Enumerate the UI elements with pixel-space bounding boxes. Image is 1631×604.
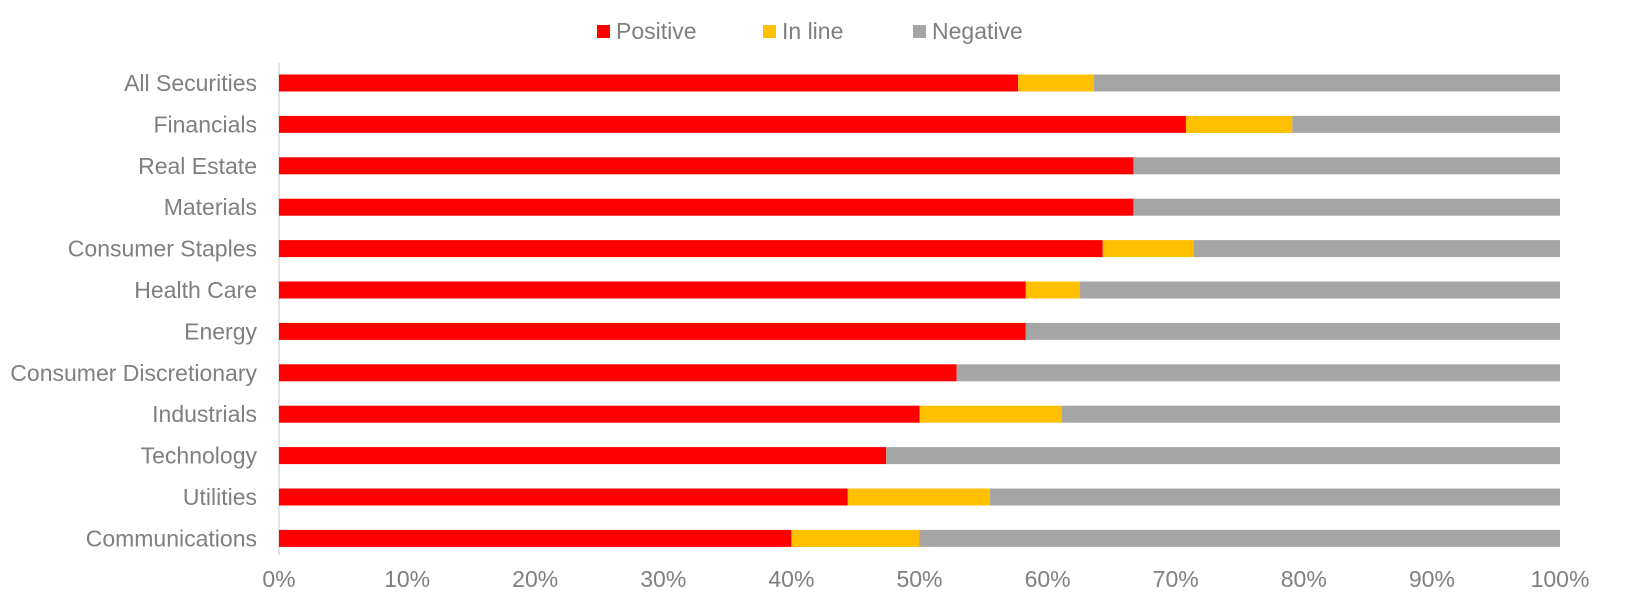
category-label: Communications xyxy=(86,525,257,551)
bar-segment-negative xyxy=(1193,240,1560,258)
bar-segment-negative xyxy=(1093,74,1560,92)
bar-segment-positive xyxy=(279,529,792,547)
bar-segment-in-line xyxy=(847,488,990,506)
bar-segment-in-line xyxy=(1102,240,1194,258)
bar-segment-positive xyxy=(279,447,887,465)
bar-segment-positive xyxy=(279,115,1186,133)
legend-swatch-negative xyxy=(913,25,926,38)
category-label: All Securities xyxy=(124,70,257,96)
legend-label-positive: Positive xyxy=(616,18,697,44)
legend-swatch-positive xyxy=(597,25,610,38)
bar-segment-negative xyxy=(1079,281,1560,299)
bar-segment-positive xyxy=(279,405,920,423)
bar-segment-negative xyxy=(989,488,1560,506)
category-label: Financials xyxy=(153,111,257,137)
bar-segment-positive xyxy=(279,322,1026,340)
bar-segment-negative xyxy=(919,529,1560,547)
bar-segment-negative xyxy=(956,364,1560,382)
bar-segment-negative xyxy=(1061,405,1560,423)
category-label: Consumer Staples xyxy=(68,236,257,262)
category-label: Utilities xyxy=(183,484,257,510)
x-axis-tick-labels: 0% 10% 20% 30% 40% 50% 60% 70% 80% 90% 100% xyxy=(262,566,1589,592)
bar-segment-negative xyxy=(1292,115,1560,133)
bar-segment-positive xyxy=(279,240,1103,258)
x-tick-label: 30% xyxy=(640,566,686,592)
bars-group xyxy=(279,74,1560,547)
bar-segment-in-line xyxy=(1025,281,1080,299)
x-tick-label: 40% xyxy=(768,566,814,592)
bar-segment-in-line xyxy=(1018,74,1094,92)
x-tick-label: 70% xyxy=(1153,566,1199,592)
bar-segment-in-line xyxy=(1185,115,1293,133)
bar-segment-in-line xyxy=(791,529,920,547)
legend-swatch-in-line xyxy=(763,25,776,38)
bar-segment-positive xyxy=(279,157,1134,175)
x-tick-label: 80% xyxy=(1281,566,1327,592)
bar-segment-positive xyxy=(279,74,1019,92)
category-labels: All Securities Financials Real Estate Mater… xyxy=(10,70,257,551)
bar-segment-in-line xyxy=(919,405,1062,423)
legend-label-negative: Negative xyxy=(932,18,1023,44)
x-tick-label: 100% xyxy=(1531,566,1590,592)
bar-segment-negative xyxy=(1025,322,1560,340)
x-tick-label: 20% xyxy=(512,566,558,592)
category-label: Materials xyxy=(164,194,257,220)
category-label: Industrials xyxy=(152,401,257,427)
bar-segment-positive xyxy=(279,364,957,382)
bar-segment-negative xyxy=(886,447,1560,465)
x-tick-label: 10% xyxy=(384,566,430,592)
bar-segment-positive xyxy=(279,488,848,506)
legend-label-in-line: In line xyxy=(782,18,843,44)
x-tick-label: 0% xyxy=(262,566,295,592)
bar-segment-positive xyxy=(279,281,1026,299)
category-label: Consumer Discretionary xyxy=(10,360,257,386)
bar-segment-negative xyxy=(1133,198,1560,216)
x-tick-label: 90% xyxy=(1409,566,1455,592)
bar-segment-positive xyxy=(279,198,1134,216)
category-label: Real Estate xyxy=(138,153,257,179)
bar-segment-negative xyxy=(1133,157,1560,175)
chart-legend: Positive In line Negative xyxy=(597,18,1023,44)
category-label: Energy xyxy=(184,318,257,344)
x-tick-label: 60% xyxy=(1025,566,1071,592)
category-label: Technology xyxy=(141,443,258,469)
category-label: Health Care xyxy=(134,277,257,303)
x-tick-label: 50% xyxy=(896,566,942,592)
